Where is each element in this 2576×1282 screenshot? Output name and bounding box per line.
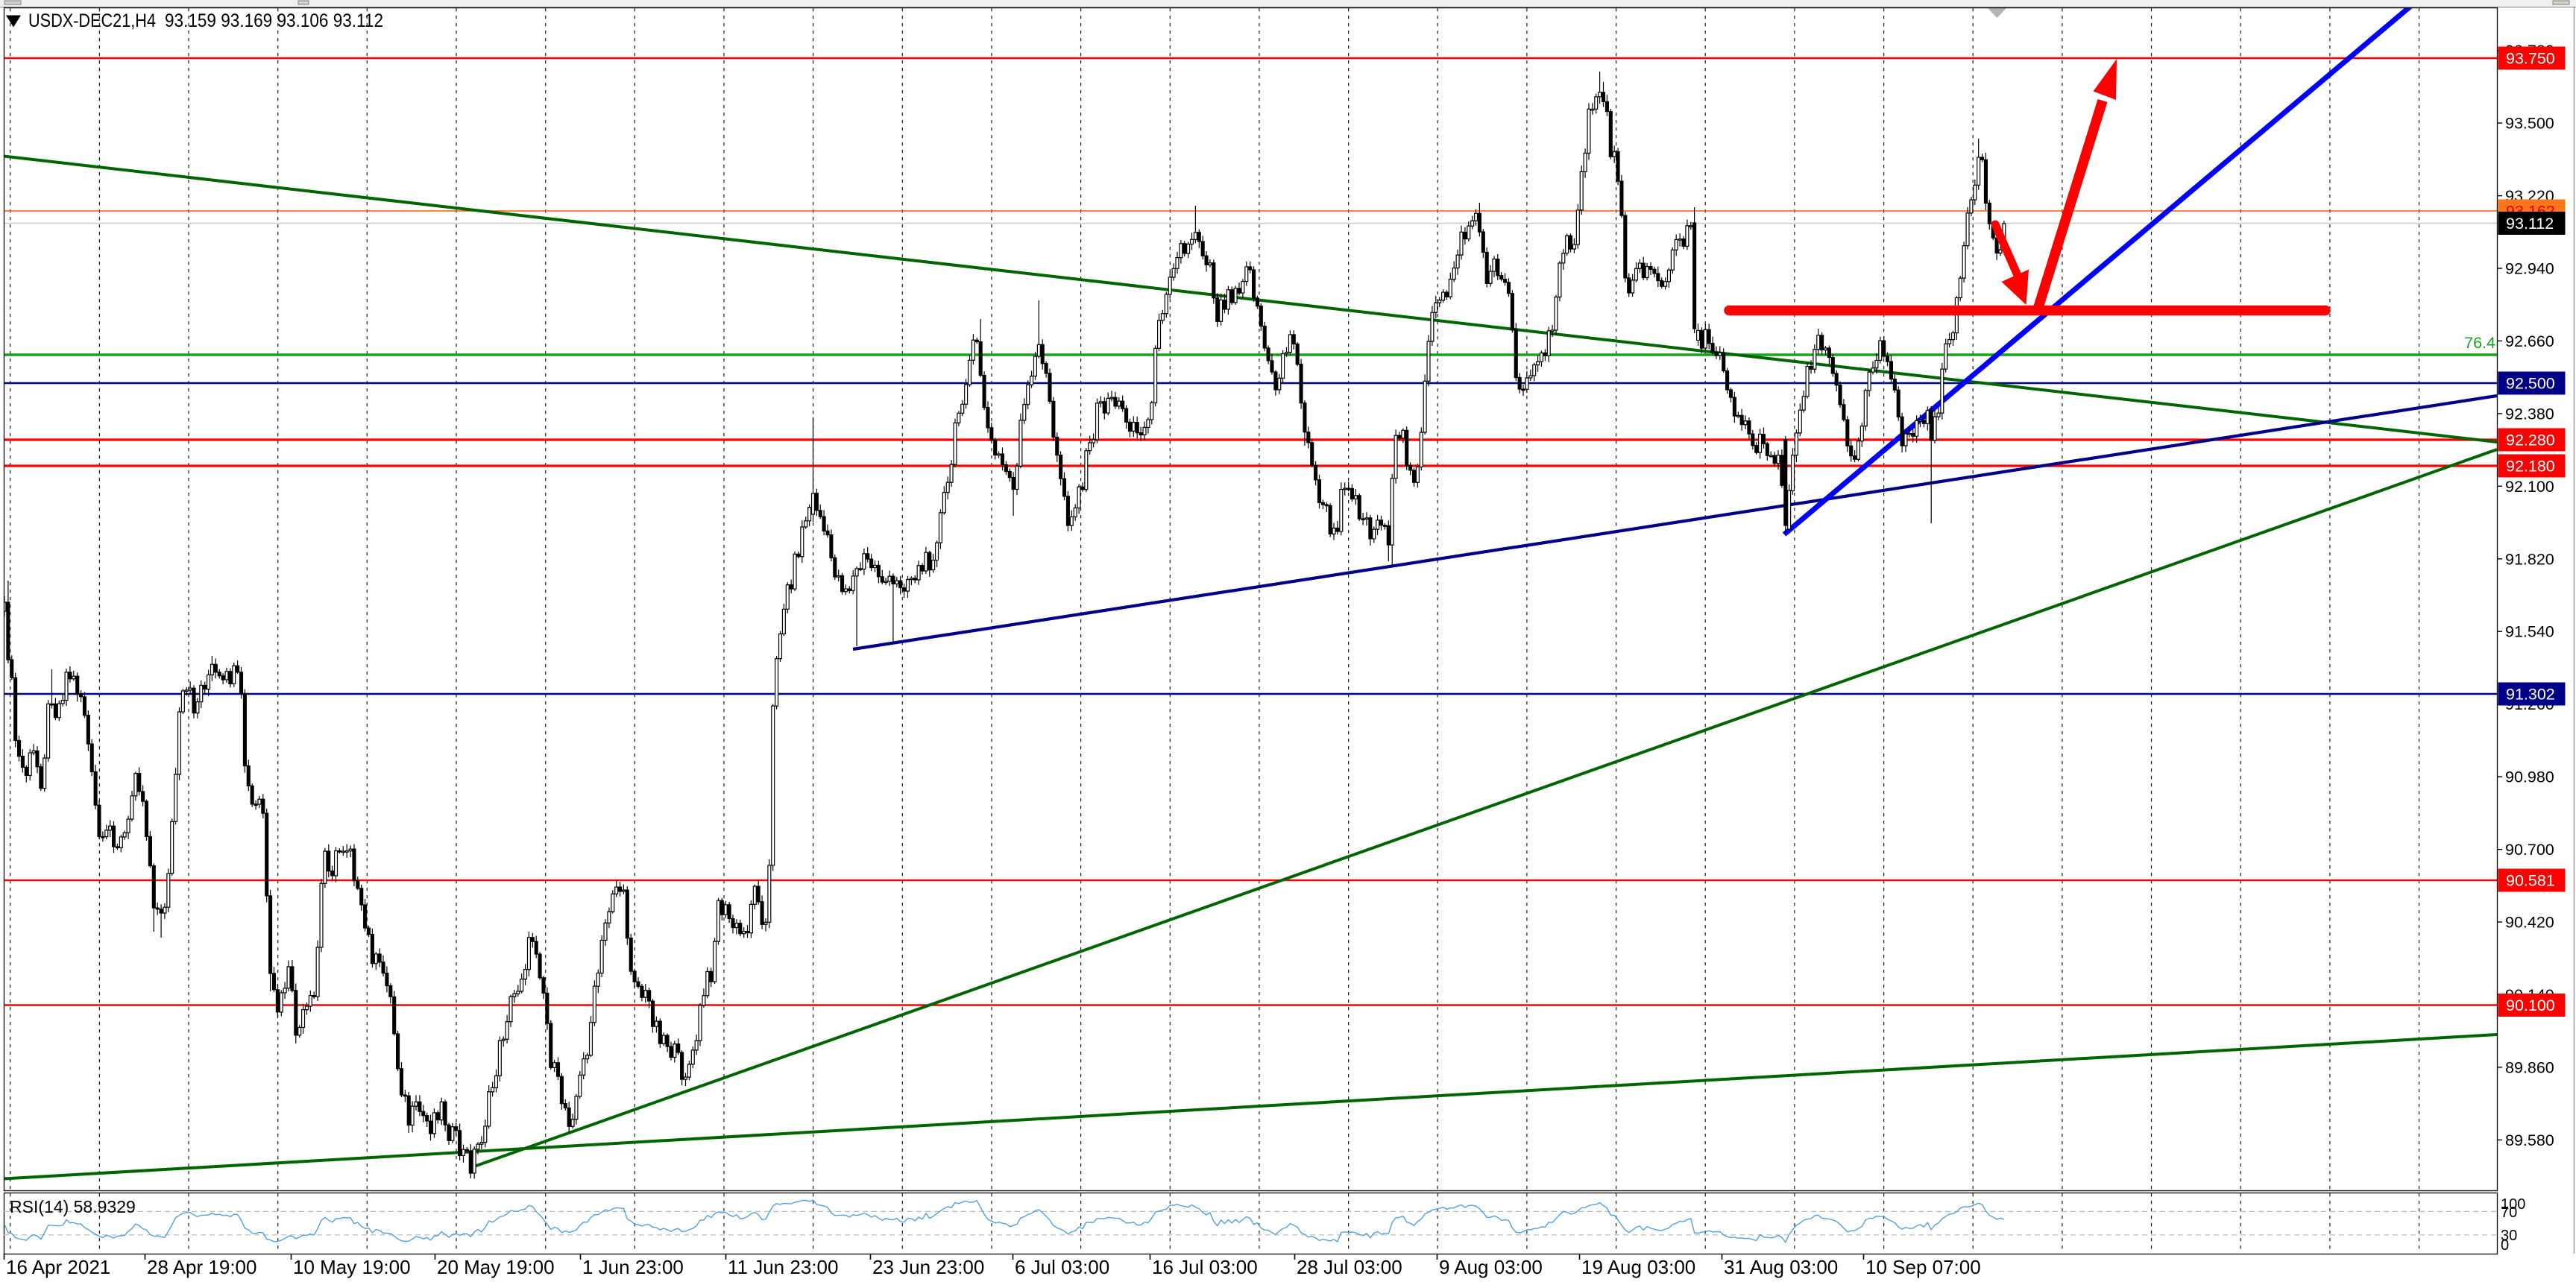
svg-text:92.500: 92.500 — [2506, 375, 2555, 393]
svg-text:10 May 19:00: 10 May 19:00 — [293, 1256, 411, 1278]
svg-text:30: 30 — [2501, 1228, 2517, 1244]
svg-text:89.860: 89.860 — [2505, 1058, 2554, 1076]
svg-text:91.820: 91.820 — [2505, 550, 2554, 568]
svg-text:90.700: 90.700 — [2505, 841, 2554, 859]
svg-text:93.750: 93.750 — [2506, 50, 2555, 68]
svg-text:92.380: 92.380 — [2505, 405, 2554, 423]
svg-text:92.280: 92.280 — [2506, 432, 2555, 449]
svg-text:70: 70 — [2501, 1204, 2517, 1221]
svg-text:92.100: 92.100 — [2505, 478, 2554, 496]
svg-text:91.540: 91.540 — [2505, 623, 2554, 641]
svg-text:16 Apr 2021: 16 Apr 2021 — [6, 1256, 110, 1278]
svg-text:92.660: 92.660 — [2505, 332, 2554, 350]
svg-text:28 Apr 19:00: 28 Apr 19:00 — [147, 1256, 256, 1278]
svg-text:0: 0 — [2501, 1237, 2509, 1254]
svg-text:90.100: 90.100 — [2506, 997, 2555, 1014]
svg-text:100: 100 — [2501, 1196, 2525, 1213]
svg-text:90.581: 90.581 — [2506, 872, 2555, 890]
svg-text:90.980: 90.980 — [2505, 768, 2554, 786]
svg-text:RSI(14) 58.9329: RSI(14) 58.9329 — [10, 1197, 136, 1216]
svg-text:1 Jun 23:00: 1 Jun 23:00 — [582, 1256, 684, 1278]
svg-text:90.420: 90.420 — [2505, 914, 2554, 932]
svg-text:11 Jun 23:00: 11 Jun 23:00 — [728, 1256, 838, 1278]
svg-text:76.4: 76.4 — [2464, 334, 2495, 352]
svg-text:9 Aug 03:00: 9 Aug 03:00 — [1439, 1256, 1543, 1278]
svg-text:93.500: 93.500 — [2505, 115, 2554, 133]
svg-text:28 Jul 03:00: 28 Jul 03:00 — [1297, 1256, 1402, 1278]
svg-text:93.112: 93.112 — [2506, 215, 2554, 233]
svg-text:20 May 19:00: 20 May 19:00 — [437, 1256, 555, 1278]
svg-text:16 Jul 03:00: 16 Jul 03:00 — [1152, 1256, 1258, 1278]
svg-text:23 Jun 23:00: 23 Jun 23:00 — [872, 1256, 984, 1278]
svg-text:93.159 93.169 93.106 93.112: 93.159 93.169 93.106 93.112 — [165, 10, 383, 31]
svg-text:91.302: 91.302 — [2506, 686, 2555, 704]
svg-text:92.180: 92.180 — [2506, 458, 2555, 476]
svg-text:USDX-DEC21,H4: USDX-DEC21,H4 — [28, 10, 156, 31]
svg-text:19 Aug 03:00: 19 Aug 03:00 — [1581, 1256, 1695, 1278]
svg-text:89.580: 89.580 — [2505, 1131, 2554, 1149]
svg-text:10 Sep 07:00: 10 Sep 07:00 — [1865, 1256, 1981, 1278]
svg-text:31 Aug 03:00: 31 Aug 03:00 — [1724, 1256, 1838, 1278]
svg-text:6 Jul 03:00: 6 Jul 03:00 — [1015, 1256, 1109, 1278]
svg-text:92.940: 92.940 — [2505, 260, 2554, 278]
